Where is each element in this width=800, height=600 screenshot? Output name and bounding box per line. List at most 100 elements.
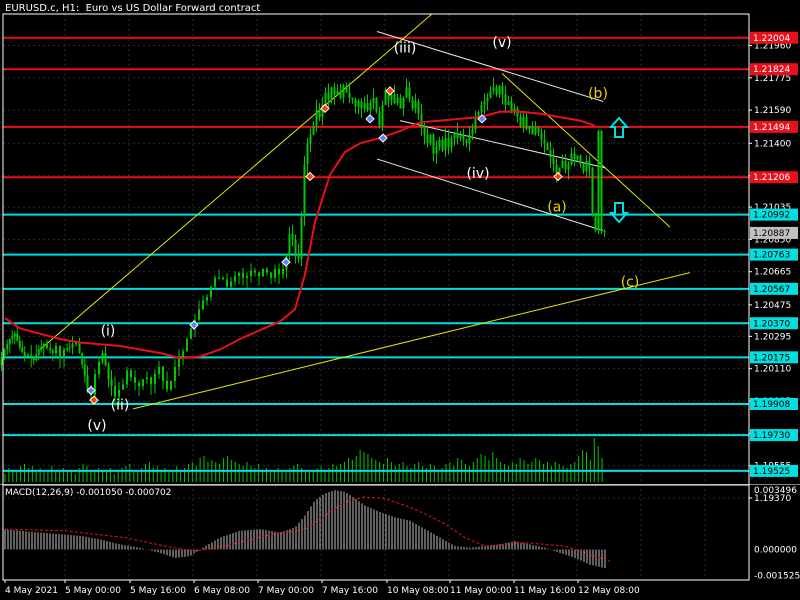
candle-body: [198, 309, 200, 320]
candle-body: [510, 101, 513, 112]
candle-body: [13, 333, 16, 337]
time-tick-label: 10 May 08:00: [387, 586, 449, 596]
candle-body: [315, 110, 318, 126]
candle-body: [206, 297, 208, 301]
candle-body: [417, 101, 420, 114]
candle-body: [576, 155, 579, 160]
price-tick-label: 1.21590: [754, 106, 791, 116]
macd-tick-label: -0.001525: [754, 571, 800, 581]
candle-body: [489, 90, 492, 98]
candle-body: [324, 92, 327, 105]
candle-body: [297, 253, 300, 259]
macd-name: MACD(12,26,9): [5, 488, 74, 498]
price-tick-label: 1.20665: [754, 268, 791, 278]
trend-line: [132, 272, 691, 410]
price-tick-label: 1.20295: [754, 332, 791, 342]
candle-body: [462, 134, 465, 140]
macd-value-1: -0.001050: [76, 488, 123, 498]
candle-body: [16, 333, 19, 341]
candle-body: [570, 153, 573, 165]
trade-marker: [305, 171, 315, 182]
candle-body: [522, 117, 525, 126]
candle-body: [6, 344, 9, 350]
level-price-box: [750, 464, 798, 477]
candle-body: [158, 366, 160, 374]
level-price-box: [750, 429, 798, 442]
candle-body: [507, 101, 510, 105]
candle-body: [166, 380, 168, 390]
candle-body: [405, 87, 408, 98]
candle-body: [300, 216, 303, 259]
candle-body: [40, 346, 43, 350]
candle-body: [42, 344, 45, 347]
candle-body: [603, 230, 606, 233]
candle-body: [501, 85, 504, 95]
candle-body: [222, 277, 224, 280]
level-price-label: 1.19730: [753, 431, 790, 441]
trade-marker: [378, 133, 388, 143]
candle-body: [432, 134, 435, 154]
candle-body: [266, 269, 268, 273]
candle-body: [146, 377, 148, 380]
candle-body: [567, 164, 570, 170]
candle-body: [519, 117, 522, 126]
candle-body: [170, 380, 172, 390]
candle-body: [420, 113, 423, 126]
level-price-label: 1.21206: [753, 173, 790, 183]
candle-body: [525, 117, 528, 130]
down-arrow-icon: [608, 202, 630, 224]
candle-body: [471, 129, 474, 135]
grid: [3, 14, 749, 580]
candle-body: [597, 131, 600, 231]
candle-body: [8, 338, 11, 345]
candle-body: [226, 279, 228, 287]
level-price-label: 1.20567: [753, 285, 790, 295]
candle-body: [30, 354, 33, 358]
candle-body: [390, 94, 393, 100]
wave-label: (v): [87, 418, 106, 434]
trade-markers: [86, 86, 563, 405]
candle-body: [348, 92, 351, 98]
candle-body: [573, 153, 576, 160]
candle-body: [98, 361, 100, 374]
wave-label: (ii): [111, 398, 130, 414]
candle-body: [552, 157, 555, 165]
candle-body: [49, 347, 52, 351]
candle-body: [101, 352, 104, 362]
time-tick-label: 12 May 08:00: [578, 586, 640, 596]
symbol-timeframe: EURUSD.c, H1:: [5, 3, 80, 14]
level-price-label: 1.21494: [753, 123, 790, 133]
candle-body: [534, 127, 537, 135]
candle-body: [66, 348, 69, 350]
price-tick-label: 1.21035: [754, 203, 791, 213]
trade-marker: [553, 171, 563, 182]
candle-body: [294, 239, 297, 254]
candle-body: [214, 277, 216, 287]
level-price-box: [750, 282, 798, 295]
candle-body: [59, 345, 61, 359]
wave-labels: (i) (ii) (v) (iii) (iv) (v) (a) (b) (c): [87, 35, 639, 434]
candle-body: [202, 300, 204, 310]
candle-body: [339, 90, 342, 98]
candle-body: [75, 342, 77, 345]
candle-body: [282, 269, 284, 275]
candle-body: [549, 150, 552, 158]
candle-body: [303, 164, 306, 217]
candle-body: [444, 138, 447, 151]
current-price-box: [750, 226, 798, 239]
candle-body: [51, 350, 54, 353]
candle-body: [246, 276, 248, 278]
candle-body: [174, 366, 176, 381]
candle-body: [270, 272, 272, 278]
candle-body: [122, 384, 124, 390]
level-price-box: [750, 248, 798, 261]
level-price-box: [750, 120, 798, 133]
wave-label: (i): [101, 323, 116, 339]
candle-body: [498, 85, 501, 95]
candle-body: [393, 94, 396, 104]
candle-body: [210, 286, 212, 298]
candle-body: [32, 357, 35, 360]
chart-title: EURUSD.c, H1: Euro vs US Dollar Forward …: [5, 3, 260, 14]
trade-marker: [281, 257, 291, 267]
